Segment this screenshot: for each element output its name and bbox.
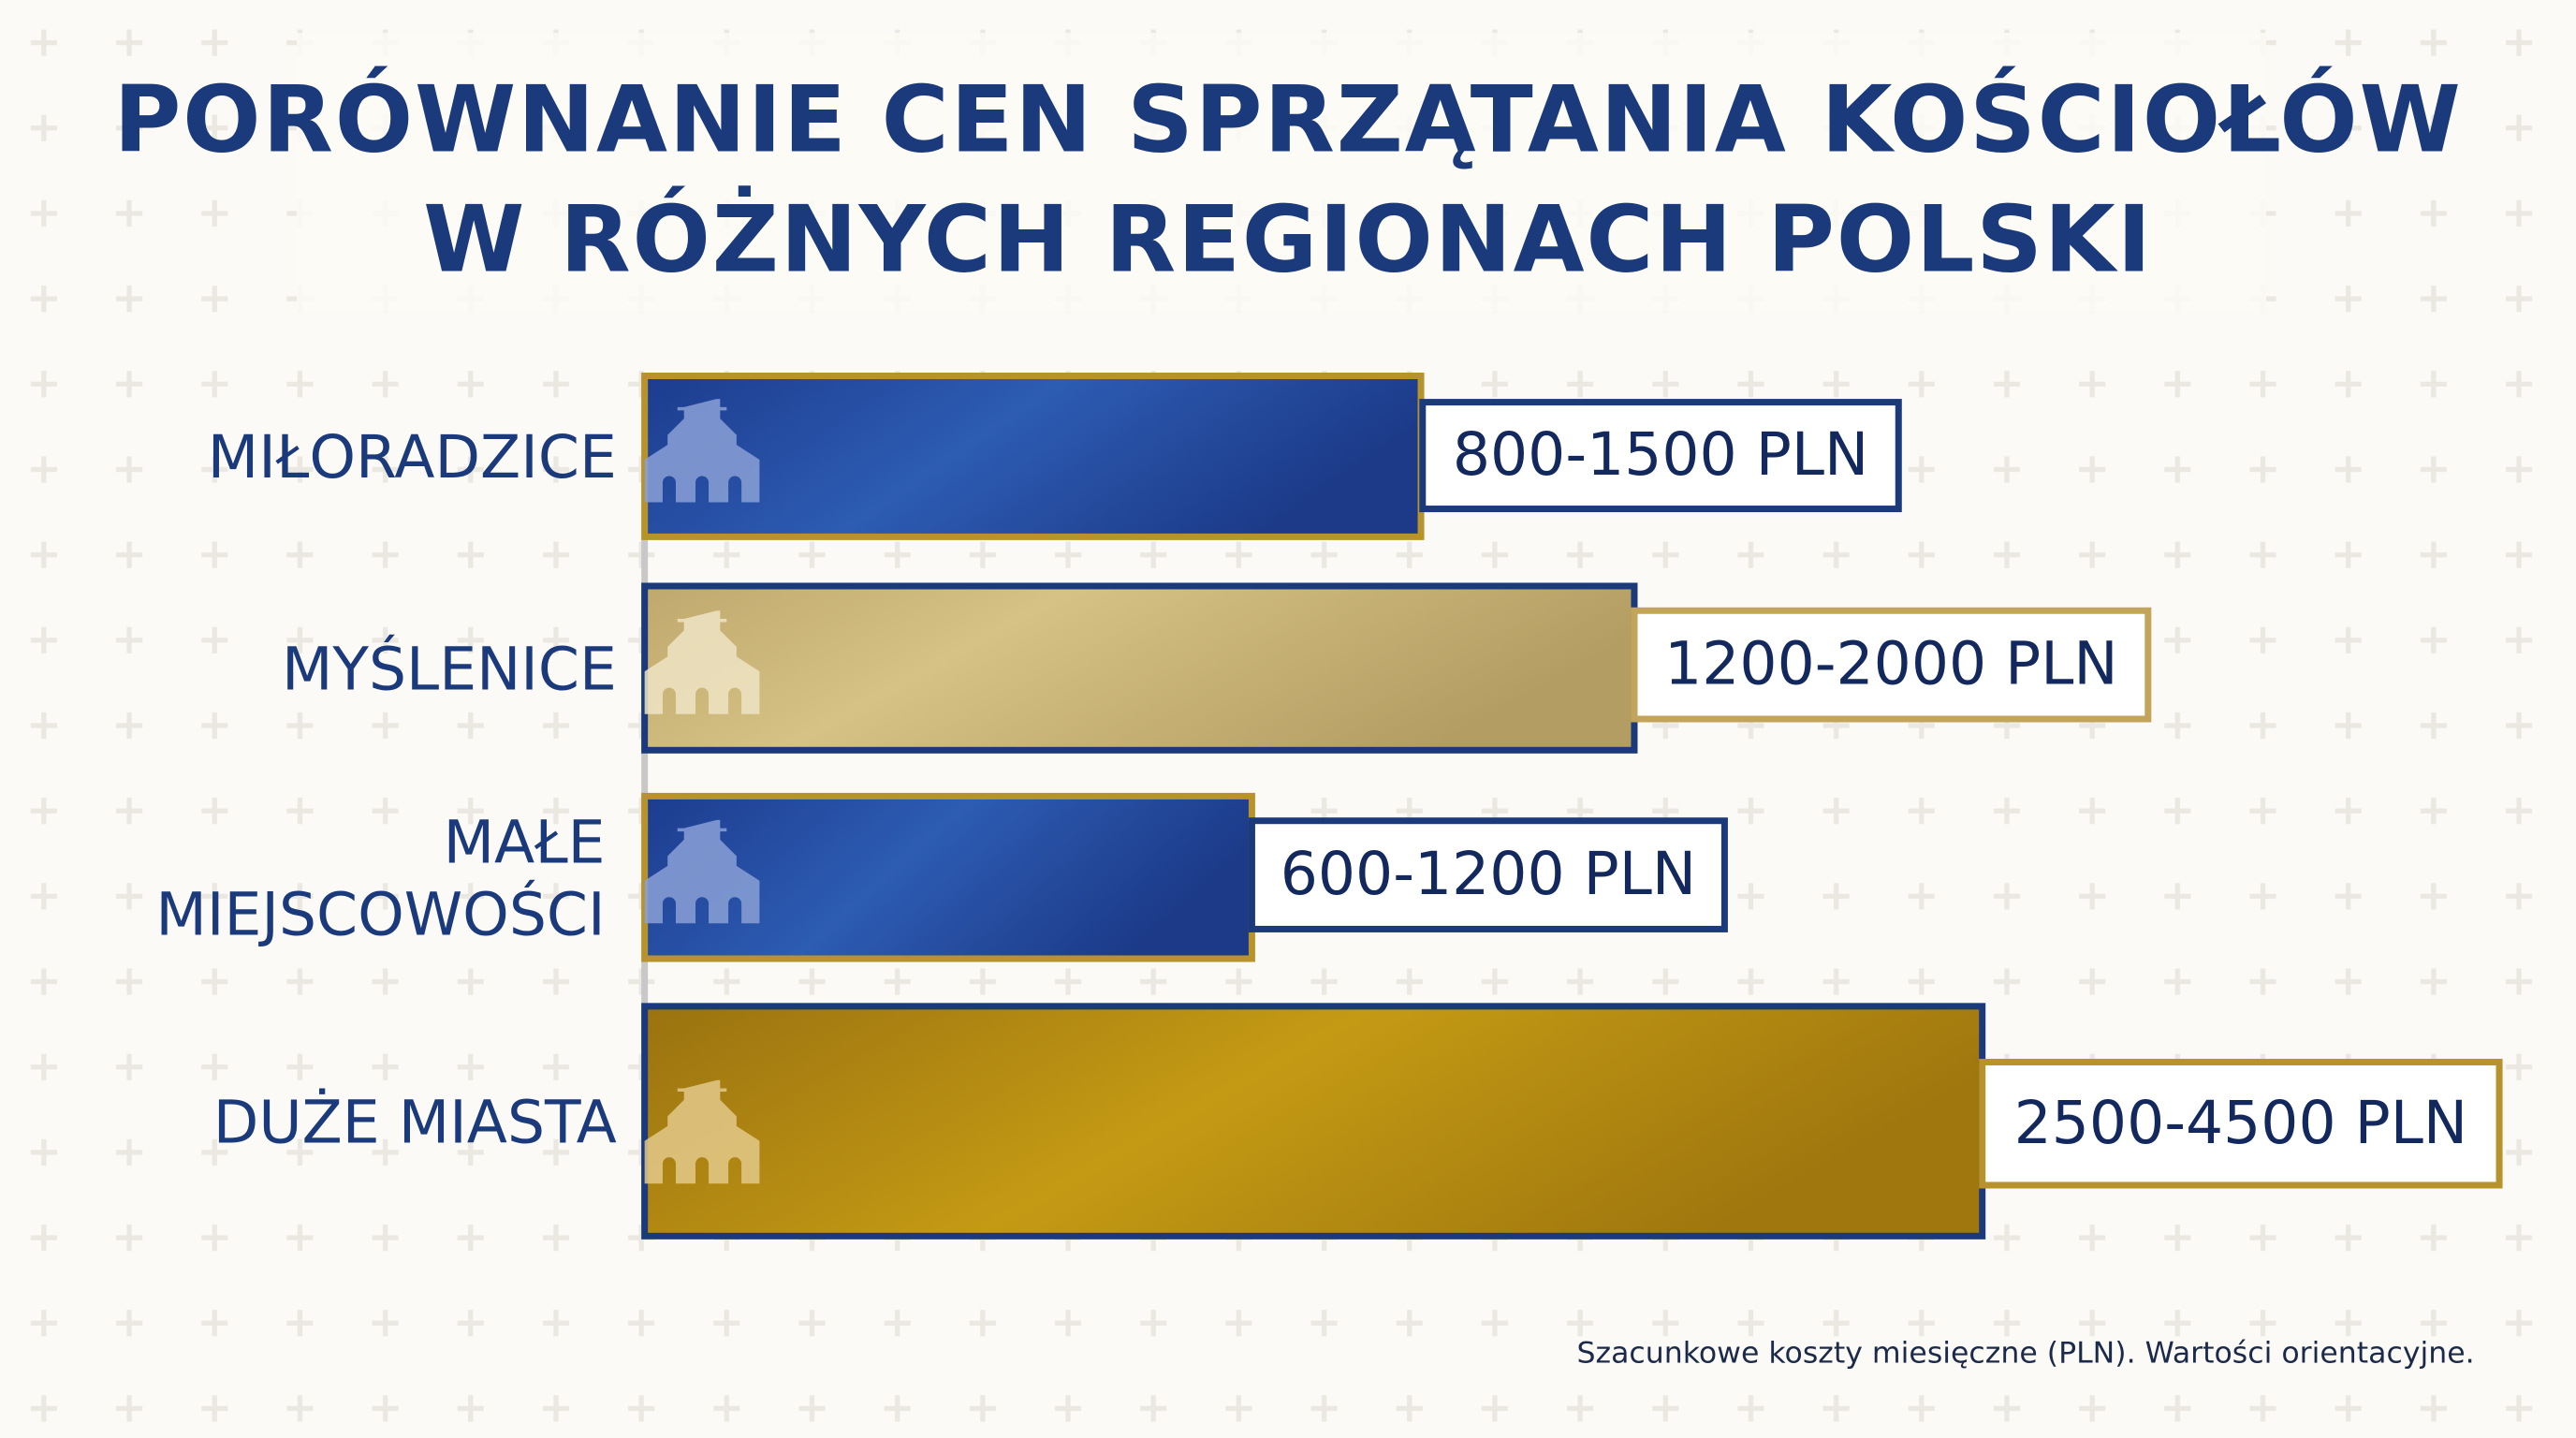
bar	[641, 582, 1638, 754]
footnote: Szacunkowe koszty miesięczne (PLN). Wart…	[1576, 1336, 2474, 1370]
price-label: 600-1200 PLN	[1281, 839, 1696, 908]
price-label: 800-1500 PLN	[1453, 419, 1868, 489]
price-box	[1979, 1058, 2503, 1189]
title-line: W RÓŻNYCH REGIONACH POLSKI	[423, 184, 2153, 293]
church-icon	[644, 1079, 760, 1184]
church-icon	[644, 819, 760, 924]
bar	[641, 373, 1425, 540]
price-label: 2500-4500 PLN	[2014, 1088, 2467, 1157]
church-shape	[644, 610, 760, 714]
price-box	[1248, 817, 1728, 932]
church-icon	[644, 399, 760, 503]
church-icon	[644, 610, 760, 714]
price-label: 1200-2000 PLN	[1664, 629, 2117, 698]
category-label: MYŚLENICE	[282, 634, 617, 703]
title-backdrop	[296, 33, 2267, 313]
price-box	[1631, 607, 2152, 723]
church-shape	[644, 819, 760, 924]
church-shape	[644, 399, 760, 503]
church-shape	[644, 1079, 760, 1184]
category-label: MIEJSCOWOŚCI	[155, 880, 605, 949]
category-label: DUŻE MIASTA	[213, 1087, 617, 1156]
price-box	[1419, 399, 1902, 513]
bar	[641, 1003, 1986, 1240]
category-label: MIŁORADZICE	[208, 422, 617, 492]
title-line: PORÓWNANIE CEN SPRZĄTANIA KOŚCIOŁÓW	[113, 65, 2462, 173]
category-label: MAŁE	[444, 807, 606, 876]
